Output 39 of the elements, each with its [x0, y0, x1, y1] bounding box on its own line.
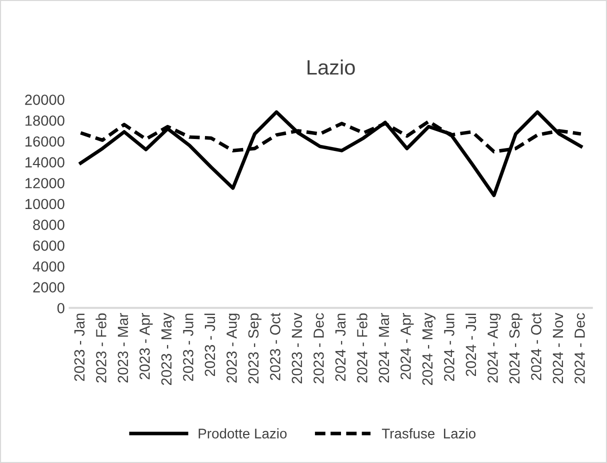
x-tick-label: 2024 - Dec: [574, 313, 585, 384]
x-tick-label: 2024 - Nov: [552, 312, 564, 384]
legend-label: Trasfuse Lazio: [382, 428, 476, 438]
x-tick-label: 2023 - Mar: [118, 312, 128, 383]
x-tick-label: 2024 - May: [422, 312, 436, 385]
y-tick-label: 20000: [25, 94, 64, 105]
x-tick-label: 2023 - Jun: [183, 314, 194, 381]
y-tick-label: 10000: [26, 198, 64, 210]
x-tick-label: 2024 - Apr: [400, 312, 414, 380]
x-tick-label: 2023 - Jul: [204, 314, 216, 376]
y-tick-label: 8000: [33, 220, 64, 230]
x-tick-label: 2024 - Jan: [335, 314, 346, 381]
line-series: [78, 110, 583, 198]
x-tick-label: 2024 - Mar: [378, 312, 390, 383]
x-tick-label: 2023 - Nov: [292, 312, 302, 384]
x-tick-label: 2023 - Feb: [96, 313, 106, 383]
x-tick-label: 2023 - Apr: [140, 312, 153, 380]
chart-title: Lazio: [308, 59, 355, 75]
x-tick-label: 2024 - Aug: [488, 314, 501, 383]
x-tick-label: 2023 - Aug: [226, 314, 240, 383]
y-tick-label: 0: [57, 302, 64, 314]
x-tick-label: 2024 - Sep: [509, 313, 522, 384]
y-tick-label: 6000: [33, 240, 64, 251]
x-tick-label: 2023 - Oct: [270, 312, 280, 380]
x-tick-label: 2023 - May: [161, 312, 174, 385]
y-tick-label: 12000: [26, 178, 64, 188]
x-tick-label: 2023 - Jan: [74, 314, 85, 381]
y-tick-label: 18000: [26, 115, 64, 126]
y-tick-label: 4000: [32, 261, 64, 272]
legend-label: Prodotte Lazio: [198, 428, 287, 438]
y-tick-label: 2000: [33, 282, 64, 292]
x-tick-label: 2024 - Jun: [444, 314, 454, 381]
y-tick-label: 16000: [26, 136, 64, 147]
x-tick-label: 2024 - Feb: [356, 313, 368, 383]
y-tick-label: 14000: [26, 157, 64, 168]
x-tick-label: 2024 - Oct: [531, 312, 542, 380]
x-tick-label: 2023 - Sep: [248, 313, 262, 384]
x-tick-label: 2023 - Dec: [314, 313, 324, 384]
x-tick-label: 2024 - Jul: [465, 314, 476, 376]
